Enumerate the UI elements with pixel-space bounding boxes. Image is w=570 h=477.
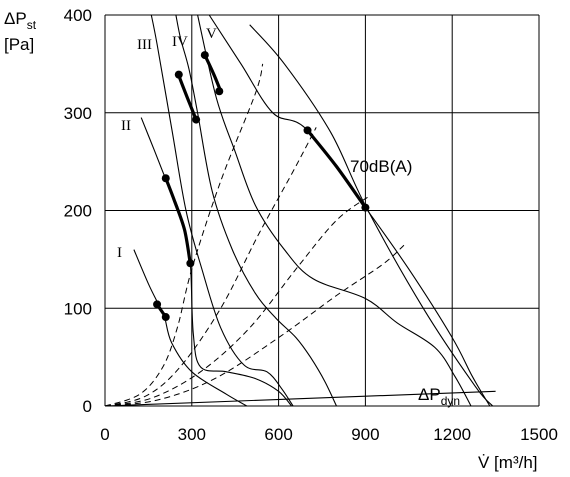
y-tick-label-2: 200 (64, 202, 92, 221)
dyn-label: ΔPdyn (418, 385, 460, 408)
curve-label-v: V (206, 26, 217, 42)
operating-point-5 (174, 70, 183, 79)
system-curve-4 (104, 244, 405, 407)
operating-point-10 (361, 203, 370, 212)
dyn-label-main: ΔP (418, 385, 441, 404)
x-tick-label-3: 900 (351, 425, 379, 444)
fan-curve-iii (150, 14, 294, 407)
operating-point-8 (215, 87, 224, 96)
fan-curve-ii (140, 117, 293, 407)
y-tick-label-0: 0 (83, 397, 92, 416)
operating-point-2 (161, 313, 170, 322)
operating-points (153, 51, 370, 322)
y-axis-unit: [Pa] (4, 35, 34, 54)
operating-range-70db (305, 128, 367, 210)
x-tick-label-2: 600 (264, 425, 292, 444)
x-tick-label-1: 300 (178, 425, 206, 444)
curve-label-iv: IV (172, 34, 188, 50)
operating-point-1 (153, 300, 162, 309)
operating-point-9 (303, 126, 312, 135)
fan-curve-top (249, 24, 494, 407)
operating-point-6 (192, 115, 201, 124)
operating-point-7 (200, 51, 209, 60)
y-axis-label: ΔPst (4, 9, 37, 32)
annotation-70db: 70dB(A) (350, 157, 412, 176)
operating-point-3 (161, 174, 170, 183)
y-tick-label-4: 400 (64, 6, 92, 25)
system-curves (104, 63, 405, 407)
dyn-pressure-line (104, 390, 496, 407)
operating-range-ii (164, 176, 192, 266)
curve-label-iii: III (137, 37, 152, 53)
x-tick-label-0: 0 (100, 425, 109, 444)
system-curve-2 (104, 127, 317, 407)
dynamic-pressure-line (104, 390, 496, 407)
x-tick-label-5: 1500 (520, 425, 558, 444)
y-axis-label-main: ΔP (4, 9, 27, 28)
fan-curve-v (197, 14, 472, 407)
x-axis-label: V̇ [m³/h] (478, 453, 538, 472)
fan-curve-iv (175, 14, 337, 407)
system-curve-1 (104, 63, 264, 407)
dyn-label-sub: dyn (441, 394, 460, 408)
curve-label-i: I (117, 245, 122, 261)
tick-labels: 0 300 600 900 1200 1500 0 100 200 300 400 (64, 6, 558, 444)
curve-label-ii: II (121, 118, 131, 134)
y-axis-label-sub: st (27, 18, 37, 32)
fan-curve-i (133, 249, 248, 407)
y-tick-label-1: 100 (64, 299, 92, 318)
operating-range-iv (177, 74, 198, 122)
operating-ranges (155, 53, 367, 319)
x-tick-label-4: 1200 (433, 425, 471, 444)
operating-point-4 (186, 259, 195, 268)
gridlines (104, 14, 540, 407)
y-tick-label-3: 300 (64, 104, 92, 123)
